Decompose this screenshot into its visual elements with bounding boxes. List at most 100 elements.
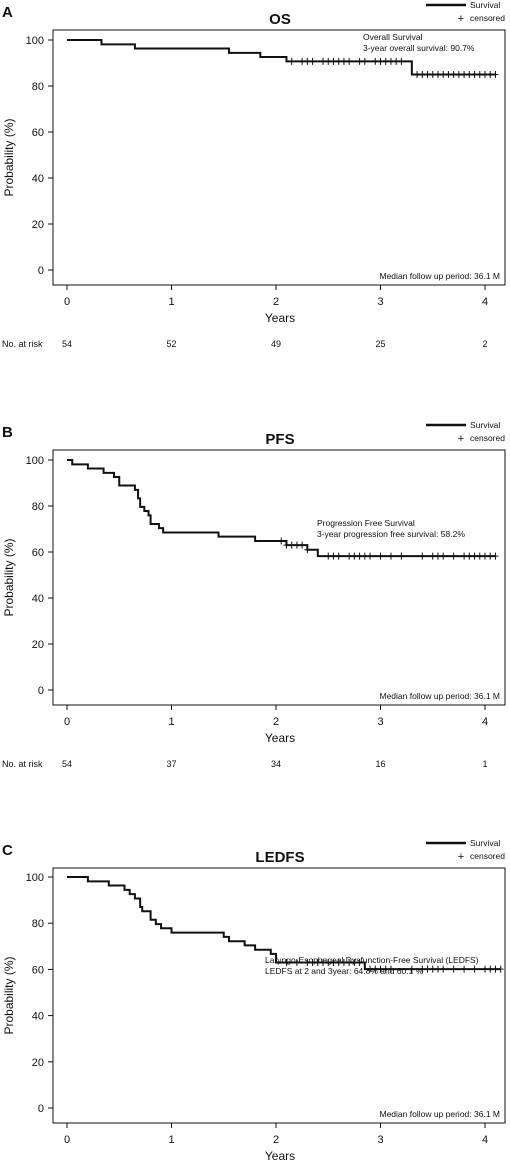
chart-title: OS	[269, 11, 291, 28]
censor-mark	[335, 57, 342, 65]
legend-survival-label: Survival	[470, 0, 500, 10]
censor-mark	[299, 541, 306, 549]
y-tick-label: 80	[32, 501, 44, 513]
censor-mark	[398, 552, 405, 560]
censor-mark	[351, 552, 358, 560]
censor-mark	[372, 965, 379, 973]
x-tick-label: 3	[377, 1134, 383, 1146]
y-axis-label: Probability (%)	[2, 118, 16, 196]
censor-mark	[346, 552, 353, 560]
legend-censored-label: censored	[470, 13, 505, 23]
censor-mark	[461, 965, 468, 973]
risk-table-value: 16	[375, 759, 385, 769]
censor-mark	[346, 958, 353, 966]
censor-mark	[482, 71, 488, 78]
censor-mark	[398, 57, 405, 65]
annotation-detail: LEDFS at 2 and 3year: 64.8% and 60.1 %	[265, 966, 424, 976]
censor-mark	[487, 552, 494, 560]
y-tick-label: 40	[32, 593, 44, 605]
y-tick-label: 20	[32, 1057, 44, 1069]
censor-mark	[304, 958, 311, 966]
risk-table-value: 2	[482, 339, 487, 349]
censor-mark	[466, 552, 473, 560]
censor-mark	[429, 965, 436, 973]
censor-mark	[325, 57, 332, 65]
risk-table-value: 25	[375, 339, 385, 349]
plot-frame	[52, 29, 506, 286]
y-tick-label: 80	[32, 918, 44, 930]
censor-mark	[408, 965, 415, 973]
censor-mark	[445, 71, 452, 78]
y-tick-label: 60	[32, 964, 44, 976]
censor-mark	[278, 537, 285, 545]
y-tick-label: 60	[32, 547, 44, 559]
censor-mark	[471, 965, 478, 973]
censor-mark	[367, 965, 374, 973]
x-tick-label: 2	[273, 296, 279, 308]
censor-mark	[346, 57, 353, 65]
panel-letter: C	[2, 842, 13, 859]
x-tick-label: 0	[64, 296, 70, 308]
x-tick-label: 1	[168, 1134, 174, 1146]
censor-mark	[471, 71, 478, 78]
y-tick-label: 20	[32, 639, 44, 651]
censor-mark	[330, 958, 337, 966]
censor-mark	[320, 57, 327, 65]
survival-curve	[67, 876, 501, 971]
annotation-title: Overall Survival	[363, 32, 423, 42]
censor-mark	[288, 541, 295, 549]
annotation-title: Laryngo-Esophageal Dysfunction-Free Surv…	[265, 955, 479, 965]
censor-mark	[440, 71, 447, 78]
censor-mark	[382, 965, 389, 973]
censor-mark	[283, 958, 290, 966]
censor-mark	[476, 71, 483, 78]
y-tick-label: 100	[26, 872, 44, 884]
censor-mark	[340, 57, 347, 65]
censor-mark	[429, 552, 436, 560]
censor-mark	[377, 965, 384, 973]
x-tick-label: 4	[482, 296, 488, 308]
chart-title: LEDFS	[255, 849, 304, 866]
censor-mark	[387, 57, 394, 65]
legend-censor-symbol: +	[458, 433, 464, 445]
censor-mark	[293, 541, 300, 549]
censor-mark	[424, 965, 431, 973]
censor-mark	[492, 71, 499, 78]
risk-table-value: 37	[166, 759, 176, 769]
legend-censor-symbol: +	[458, 13, 464, 25]
censor-mark	[309, 958, 316, 966]
y-tick-label: 60	[32, 127, 44, 139]
risk-table-value: 54	[62, 339, 72, 349]
x-tick-label: 0	[64, 1134, 70, 1146]
censor-mark	[434, 552, 441, 560]
annotation-detail: 3-year progression free survival: 58.2%	[317, 529, 465, 539]
x-tick-label: 2	[273, 716, 279, 728]
x-tick-label: 3	[377, 716, 383, 728]
censor-mark	[482, 552, 488, 560]
y-tick-label: 0	[38, 265, 44, 277]
legend-censor-symbol: +	[458, 851, 464, 863]
censor-mark	[367, 552, 374, 560]
y-tick-label: 40	[32, 173, 44, 185]
y-tick-label: 20	[32, 219, 44, 231]
footnote: Median follow up period: 36.1 M	[380, 691, 501, 701]
censor-mark	[434, 71, 441, 78]
x-tick-label: 3	[377, 296, 383, 308]
plot-frame	[52, 449, 506, 706]
censor-mark	[450, 552, 457, 560]
censor-mark	[450, 965, 457, 973]
censor-mark	[356, 958, 363, 966]
y-tick-label: 100	[26, 455, 44, 467]
censor-mark	[304, 546, 311, 554]
x-tick-label: 4	[482, 1134, 488, 1146]
risk-table-value: 1	[482, 759, 487, 769]
censor-mark	[361, 57, 368, 65]
censor-mark	[450, 71, 457, 78]
censor-mark	[356, 57, 363, 65]
censor-mark	[309, 57, 316, 65]
panel-c: C LEDFS Survival + censored 0 20 40 60 80 100 0 1 2 3 4…	[2, 838, 506, 1163]
censor-mark	[455, 71, 462, 78]
legend-censored-label: censored	[470, 433, 505, 443]
x-tick-label: 0	[64, 716, 70, 728]
